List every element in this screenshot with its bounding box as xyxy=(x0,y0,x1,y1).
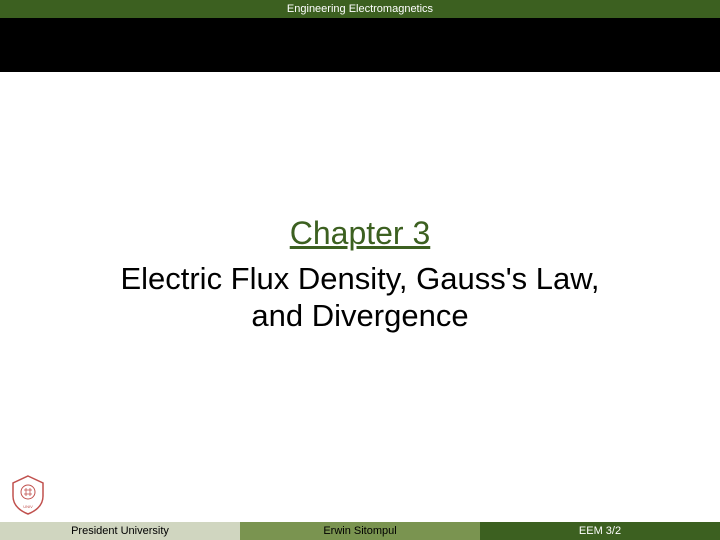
chapter-title-line1: Electric Flux Density, Gauss's Law, xyxy=(120,261,599,296)
footer-right-text: EEM 3/2 xyxy=(579,525,621,537)
sub-header-bar xyxy=(0,18,720,72)
svg-text:UNIV: UNIV xyxy=(23,504,33,509)
university-logo: UNIV xyxy=(10,474,46,516)
chapter-title-line2: and Divergence xyxy=(251,298,468,333)
chapter-title: Electric Flux Density, Gauss's Law, and … xyxy=(0,260,720,334)
main-content: Chapter 3 Electric Flux Density, Gauss's… xyxy=(0,215,720,334)
chapter-label: Chapter 3 xyxy=(0,215,720,252)
header-bar: Engineering Electromagnetics xyxy=(0,0,720,18)
footer-left-text: President University xyxy=(71,525,169,537)
footer-mid-text: Erwin Sitompul xyxy=(323,525,396,537)
footer-mid: Erwin Sitompul xyxy=(240,522,480,540)
footer: President University Erwin Sitompul EEM … xyxy=(0,522,720,540)
footer-left: President University xyxy=(0,522,240,540)
footer-right: EEM 3/2 xyxy=(480,522,720,540)
course-title: Engineering Electromagnetics xyxy=(287,3,433,15)
